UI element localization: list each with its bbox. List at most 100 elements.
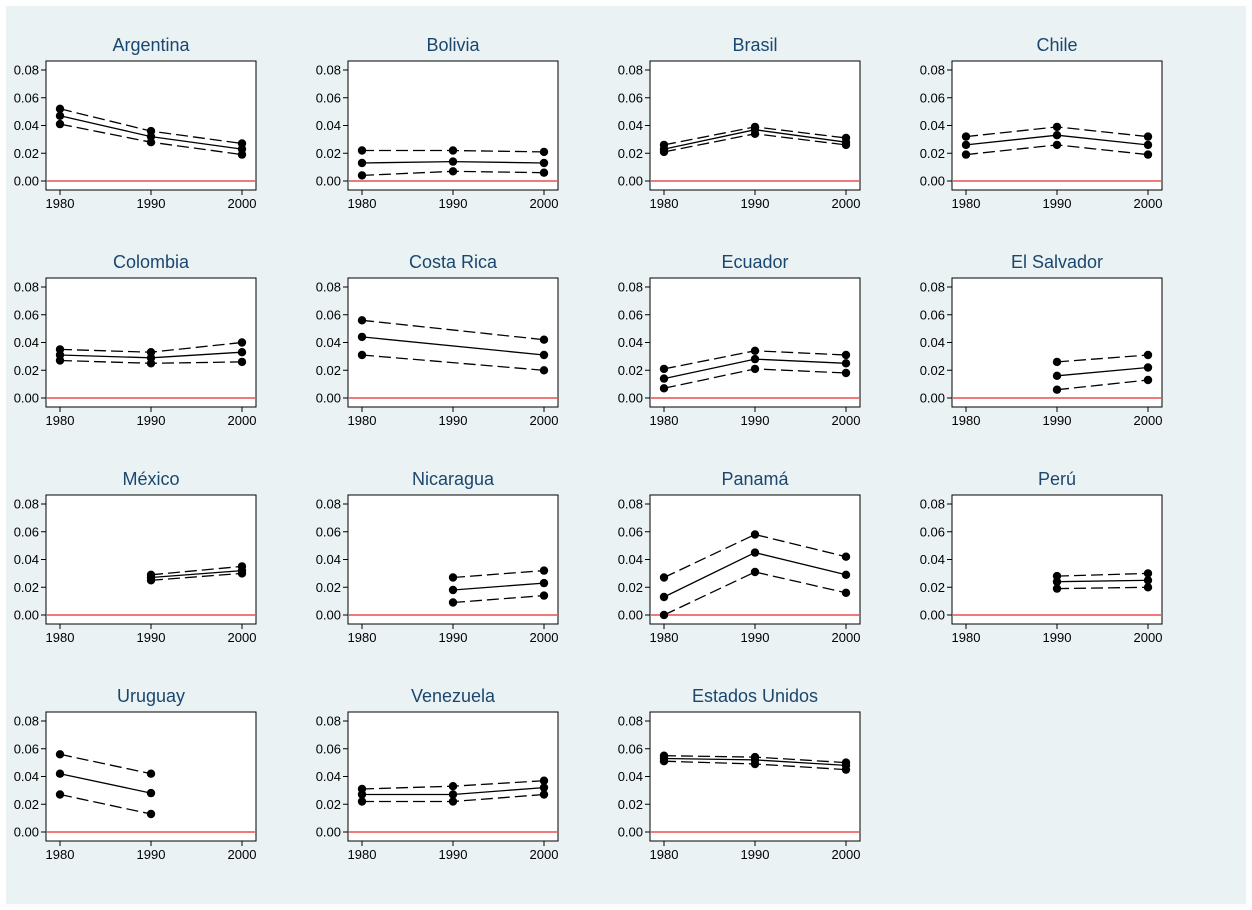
panel-title: Argentina [112,35,190,55]
panel-title: Bolivia [426,35,480,55]
panel-title: Estados Unidos [692,686,818,706]
y-tick-label: 0.08 [618,497,643,512]
estimate-point [1143,140,1153,150]
upper-point [659,573,669,582]
estimate-point [55,111,65,121]
estimate-point [1052,371,1062,380]
y-tick-label: 0.08 [316,63,341,78]
estimate-line [59,773,152,794]
x-tick-label: 1980 [952,413,981,428]
y-tick-label: 0.08 [14,63,39,78]
lower-point [357,171,367,180]
upper-point [539,335,549,344]
estimate-point [1052,577,1062,586]
lower-point [357,350,367,360]
panel-el-salvador: El Salvador 0.00 0.02 0.04 0.06 0.08 1980 1990 2… [920,252,1163,428]
upper-bound-line [361,319,545,341]
x-tick-label: 1980 [46,196,75,211]
y-tick-label: 0.00 [14,174,39,189]
estimate-point [357,790,367,799]
x-tick-label: 1990 [137,196,166,211]
estimate-point [146,788,156,798]
y-tick-label: 0.00 [920,174,945,189]
y-tick-label: 0.08 [618,63,643,78]
y-tick-label: 0.04 [316,769,341,784]
y-tick-label: 0.08 [14,714,39,729]
x-tick-label: 2000 [228,847,257,862]
lower-point [448,598,458,607]
x-tick-label: 1980 [952,630,981,645]
lower-point [539,168,549,177]
estimate-line [452,582,545,591]
plot-area [45,494,257,625]
y-tick-label: 0.04 [14,769,39,784]
y-tick-label: 0.00 [316,174,341,189]
panel-estados-unidos: Estados Unidos 0.00 0.02 0.04 0.06 0.08 1980 19… [618,686,861,862]
estimate-point [841,138,851,147]
y-tick-label: 0.00 [920,608,945,623]
x-tick-label: 2000 [1134,630,1163,645]
estimate-line [1056,579,1149,583]
panel-title: Ecuador [721,252,788,272]
plot-area [649,494,861,625]
lower-point [1143,375,1153,385]
y-tick-label: 0.04 [14,118,39,133]
y-tick-label: 0.02 [14,146,39,161]
y-tick-label: 0.02 [14,363,39,378]
lower-point [539,790,549,799]
y-tick-label: 0.08 [316,714,341,729]
upper-point [357,316,367,325]
plot-area [951,494,1163,625]
upper-point [659,364,669,374]
lower-point [237,357,247,367]
upper-point [448,573,458,582]
small-multiples-chart: Argentina 0.00 0.02 0.04 0.06 0.08 1980 1990 200… [14,35,1163,862]
lower-bound-line [59,793,152,815]
panel-panamá: Panamá 0.00 0.02 0.04 0.06 0.08 1980 1990 2000 [618,469,861,645]
y-tick-label: 0.00 [618,608,643,623]
chart-figure: Argentina 0.00 0.02 0.04 0.06 0.08 1980 1990 200… [6,6,1246,904]
estimate-point [1143,576,1153,585]
panel-nicaragua: Nicaragua 0.00 0.02 0.04 0.06 0.08 1980 1990 200… [316,469,559,645]
panel-title: Venezuela [411,686,496,706]
panel-bolivia: Bolivia 0.00 0.02 0.04 0.06 0.08 1980 1990 2000 [316,35,559,211]
estimate-point [659,592,669,602]
x-tick-label: 1990 [1043,630,1072,645]
x-tick-label: 1990 [137,847,166,862]
y-tick-label: 0.00 [316,608,341,623]
panel-perú: Perú 0.00 0.02 0.04 0.06 0.08 1980 1990 2000 [920,469,1163,645]
lower-bound-line [150,572,243,581]
panel-title: El Salvador [1011,252,1103,272]
y-tick-label: 0.02 [316,797,341,812]
y-tick-label: 0.08 [14,280,39,295]
y-tick-label: 0.06 [14,307,39,322]
x-tick-label: 1980 [650,413,679,428]
estimate-point [237,348,247,357]
y-tick-label: 0.06 [14,524,39,539]
y-tick-label: 0.08 [14,497,39,512]
x-tick-label: 2000 [228,630,257,645]
plot-area [45,60,257,191]
panel-title: Nicaragua [412,469,495,489]
y-tick-label: 0.00 [14,391,39,406]
panel-title: Costa Rica [409,252,498,272]
y-tick-label: 0.06 [14,90,39,105]
upper-bound-line [1056,572,1149,577]
lower-point [1143,583,1153,592]
y-tick-label: 0.06 [316,307,341,322]
y-tick-label: 0.04 [618,335,643,350]
y-tick-label: 0.04 [920,118,945,133]
y-tick-label: 0.04 [618,552,643,567]
estimate-line [361,336,545,356]
y-tick-label: 0.00 [618,825,643,840]
upper-point [1143,132,1153,141]
plot-area [649,711,861,842]
y-tick-label: 0.06 [920,307,945,322]
x-tick-label: 2000 [832,847,861,862]
y-tick-label: 0.08 [316,497,341,512]
y-tick-label: 0.06 [316,90,341,105]
y-tick-label: 0.02 [316,146,341,161]
lower-bound-line [1056,379,1149,391]
y-tick-label: 0.04 [920,335,945,350]
estimate-point [539,783,549,792]
